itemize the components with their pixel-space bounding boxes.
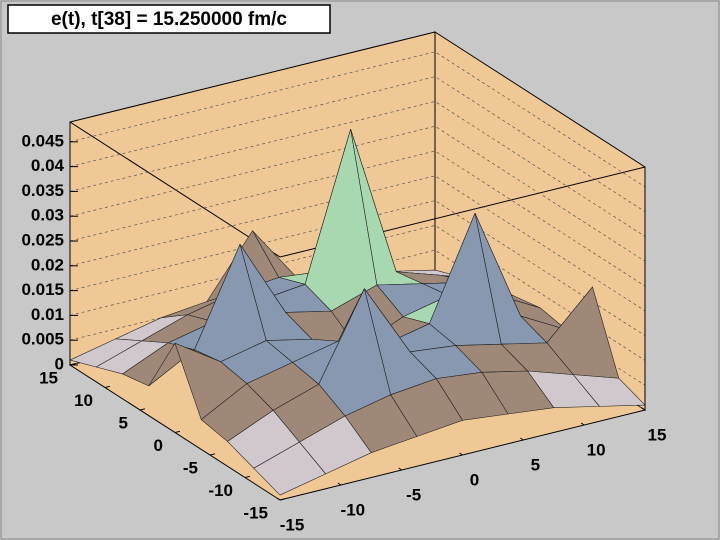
x-tick-label: 5	[531, 455, 540, 474]
grid-line	[69, 175, 646, 312]
grid-line	[69, 150, 646, 287]
z-tick-label: 0.015	[21, 280, 64, 299]
title-box	[7, 4, 331, 34]
x-tick	[520, 437, 524, 441]
x-tick-label: -5	[406, 485, 421, 504]
z-tick-label: 0.02	[31, 255, 64, 274]
z-tick-label: 0.045	[21, 131, 64, 150]
z-tick-label: 0.04	[31, 156, 65, 175]
y-tick-label: -5	[183, 458, 198, 477]
y-tick	[69, 363, 76, 366]
y-tick-label: -15	[243, 503, 268, 522]
x-tick	[580, 422, 585, 426]
z-tick-label: 0.025	[21, 231, 64, 250]
z-tick-label: 0	[55, 354, 64, 373]
y-tick	[279, 498, 286, 501]
x-tick-label: -15	[280, 515, 305, 534]
y-tick-label: 0	[154, 436, 163, 455]
z-tick-label: 0.03	[31, 206, 64, 225]
surface-cell	[253, 441, 326, 496]
x-tick-label: 10	[587, 440, 606, 459]
x-tick	[398, 467, 402, 471]
grid-line	[69, 125, 646, 262]
y-tick	[139, 408, 146, 411]
x-tick	[276, 497, 281, 501]
x-tick	[337, 482, 342, 486]
box-edge	[69, 121, 646, 258]
grid-line	[69, 51, 646, 188]
grid-line	[69, 200, 646, 336]
y-tick-label: 5	[119, 413, 128, 432]
z-tick-label: 0.005	[21, 330, 64, 349]
z-tick-label: 0.035	[21, 181, 64, 200]
plot-area: 0 0.005 0.01 0.015 0.02 0.025 0.03 0.035 0.04 0.0…	[21, 31, 667, 534]
x-tick-label: -10	[341, 500, 366, 519]
x-tick-label: 0	[470, 470, 479, 489]
y-tick-label: 10	[74, 391, 93, 410]
y-tick	[209, 453, 216, 456]
y-tick-label: -10	[208, 481, 233, 500]
grid-line	[69, 101, 646, 237]
y-tick	[244, 475, 251, 478]
y-tick	[104, 385, 111, 388]
y-tick	[174, 430, 181, 433]
x-tick	[459, 452, 463, 456]
x-tick-label: 15	[648, 425, 667, 444]
grid-line	[69, 76, 646, 212]
z-tick-label: 0.01	[31, 305, 64, 324]
chart-title: e(t), t[38] = 15.250000 fm/c	[51, 9, 287, 30]
y-tick-label: 15	[39, 368, 58, 387]
